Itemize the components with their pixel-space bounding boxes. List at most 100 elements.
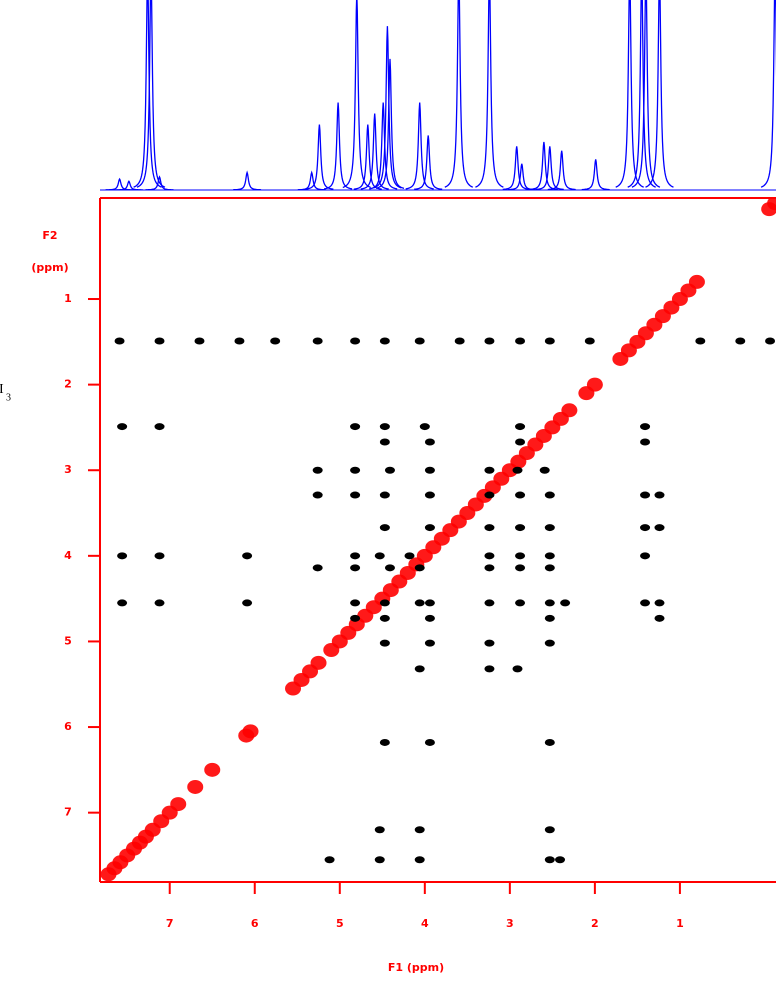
cross-peak <box>484 665 495 673</box>
y-tick-label: 4 <box>64 549 72 562</box>
diagonal-peak <box>204 762 221 777</box>
cross-peak <box>544 614 555 622</box>
spectrum-peak <box>475 0 504 188</box>
cross-peak <box>379 738 390 746</box>
cross-peak <box>379 599 390 607</box>
spectrum-peak <box>136 0 166 188</box>
cross-peak <box>404 552 415 560</box>
spectrum-peak <box>405 102 434 190</box>
cross-peak <box>484 337 495 345</box>
spectrum-peak <box>547 150 576 191</box>
cross-peak <box>154 552 165 560</box>
cross-peak <box>640 599 651 607</box>
diagonal-peak <box>187 779 204 794</box>
spectrum-peak <box>297 170 326 191</box>
cross-peak <box>414 599 425 607</box>
spectrum-peak <box>615 0 644 188</box>
spectrum-peak <box>645 0 674 188</box>
diagonal-peak <box>586 377 603 392</box>
cross-peak <box>765 337 776 345</box>
cross-peak <box>154 337 165 345</box>
spectrum-peak <box>631 0 661 188</box>
cross-peak <box>484 564 495 572</box>
plot-area <box>100 198 776 882</box>
cross-peak <box>350 552 361 560</box>
cross-peak <box>374 856 385 864</box>
x-tick-label: 6 <box>251 917 259 930</box>
cross-peak <box>379 524 390 532</box>
cross-peak <box>117 423 128 431</box>
y-tick-label: 6 <box>64 720 72 733</box>
cross-peak <box>544 564 555 572</box>
cross-peak <box>695 337 706 345</box>
cross-peak <box>584 337 595 345</box>
cross-peak <box>242 599 253 607</box>
annotation-subscript: 3 <box>6 392 11 403</box>
spectrum-peak <box>353 124 382 190</box>
cross-peak <box>350 564 361 572</box>
cross-peak <box>154 423 165 431</box>
cross-peak <box>515 337 526 345</box>
cross-peak <box>384 466 395 474</box>
diagonal-peak <box>170 797 187 812</box>
diagonal-peak <box>688 274 705 289</box>
x-tick-label: 2 <box>591 917 599 930</box>
annotation: I <box>0 382 4 397</box>
cross-peak <box>515 524 526 532</box>
cross-peak <box>484 524 495 532</box>
cross-peak <box>544 639 555 647</box>
cross-peak <box>544 856 555 864</box>
cross-peak <box>350 614 361 622</box>
cross-peak <box>350 491 361 499</box>
cross-peak <box>654 491 665 499</box>
cross-peak <box>379 438 390 446</box>
cross-peak <box>350 599 361 607</box>
cross-peak <box>512 665 523 673</box>
cross-peak <box>515 564 526 572</box>
cross-peak <box>454 337 465 345</box>
x-tick-label: 3 <box>506 917 514 930</box>
cross-peak <box>640 423 651 431</box>
spectrum-peak <box>502 146 531 191</box>
cross-peak <box>379 337 390 345</box>
cross-peak <box>374 826 385 834</box>
cross-peak <box>379 614 390 622</box>
x-tick-label: 1 <box>676 917 684 930</box>
cross-peak <box>544 826 555 834</box>
cross-peak <box>384 564 395 572</box>
y-axis-label: F2 <box>42 229 57 242</box>
cross-peak <box>512 466 523 474</box>
cross-peak <box>515 599 526 607</box>
cross-peak <box>544 738 555 746</box>
cross-peak <box>539 466 550 474</box>
cross-peak <box>414 564 425 572</box>
x-axis-label: F1 (ppm) <box>388 961 444 974</box>
cross-peak <box>484 491 495 499</box>
diagonal-peak <box>561 403 578 418</box>
cross-peak <box>324 856 335 864</box>
cross-peak <box>544 599 555 607</box>
cross-peak <box>234 337 245 345</box>
cross-peak <box>515 438 526 446</box>
cross-peak <box>114 337 125 345</box>
cross-peak <box>414 665 425 673</box>
y-tick-label: 5 <box>64 634 72 647</box>
cross-peak <box>117 599 128 607</box>
spectrum-peak <box>627 0 656 188</box>
cross-peak <box>312 491 323 499</box>
axes: 7 6 5 4 3 2 1 1 2 3 4 5 6 7 <box>64 197 776 930</box>
cross-peak <box>515 423 526 431</box>
cross-peak <box>640 491 651 499</box>
cross-peak <box>484 599 495 607</box>
cross-peak <box>270 337 281 345</box>
cross-peak <box>654 614 665 622</box>
cross-peak <box>312 466 323 474</box>
cross-peak <box>379 491 390 499</box>
cross-peak <box>424 738 435 746</box>
cross-peak <box>640 524 651 532</box>
cross-peak <box>419 423 430 431</box>
cross-peak <box>194 337 205 345</box>
spectrum-peak <box>360 113 389 190</box>
cross-peak <box>414 337 425 345</box>
